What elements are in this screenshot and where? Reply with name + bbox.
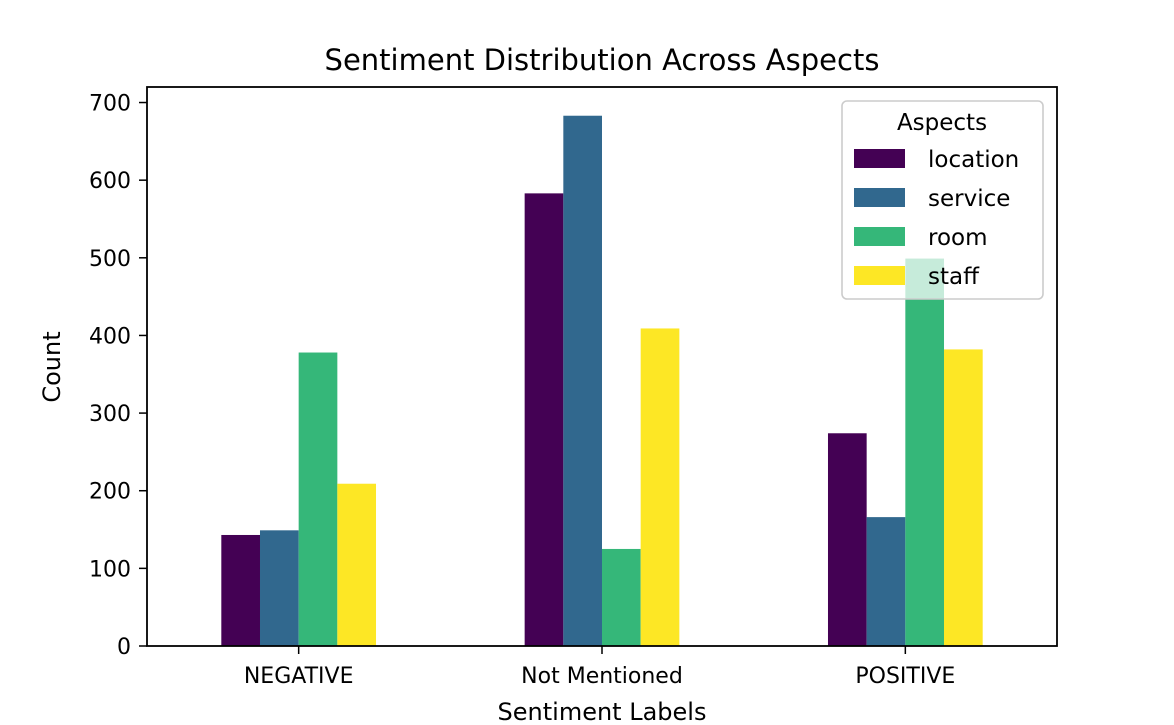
legend-swatch-room <box>854 227 905 246</box>
bar-location-negative <box>221 534 260 646</box>
plot-frame <box>146 86 1058 647</box>
bar-location-not-mentioned <box>524 193 564 646</box>
legend-swatch-staff <box>854 266 905 285</box>
x-tick-label-not-mentioned: Not Mentioned <box>521 664 683 689</box>
y-tick-label: 300 <box>89 402 131 427</box>
y-axis-label: Count <box>38 331 66 402</box>
bar-service-negative <box>259 530 299 646</box>
y-tick-label: 100 <box>89 557 131 582</box>
bar-room-positive <box>905 258 945 646</box>
bar-service-not-mentioned <box>563 115 602 647</box>
legend-swatch-location <box>854 149 905 168</box>
x-tick-label-negative: NEGATIVE <box>244 664 354 689</box>
bar-staff-negative <box>337 483 377 646</box>
x-axis-label: Sentiment Labels <box>498 698 707 725</box>
bar-series <box>221 115 983 647</box>
bar-room-not-mentioned <box>602 548 641 646</box>
y-axis-ticks: 0 100 200 300 400 500 600 700 <box>89 92 147 660</box>
y-tick-label: 500 <box>89 247 131 272</box>
y-tick-label: 600 <box>89 169 131 194</box>
legend-swatch-service <box>854 188 905 207</box>
bar-location-positive <box>827 433 867 646</box>
y-tick-label: 0 <box>117 635 131 660</box>
bar-staff-positive <box>944 349 983 646</box>
y-tick-label: 700 <box>89 92 131 117</box>
chart-title: Sentiment Distribution Across Aspects <box>325 43 880 77</box>
legend: Aspects location service room staff <box>841 100 1044 300</box>
bar-room-negative <box>298 352 338 646</box>
legend-label-staff: staff <box>928 264 980 290</box>
y-tick-label: 200 <box>89 480 131 505</box>
legend-title: Aspects <box>897 110 987 136</box>
legend-items: location service room staff <box>854 147 1019 290</box>
bar-service-positive <box>866 517 906 646</box>
legend-label-service: service <box>928 186 1010 212</box>
legend-label-location: location <box>928 147 1019 173</box>
legend-label-room: room <box>928 225 988 251</box>
x-axis-ticks: NEGATIVE Not Mentioned POSITIVE <box>244 646 955 689</box>
bar-staff-not-mentioned <box>640 328 680 646</box>
x-tick-label-positive: POSITIVE <box>855 664 955 689</box>
y-tick-label: 400 <box>89 324 131 349</box>
